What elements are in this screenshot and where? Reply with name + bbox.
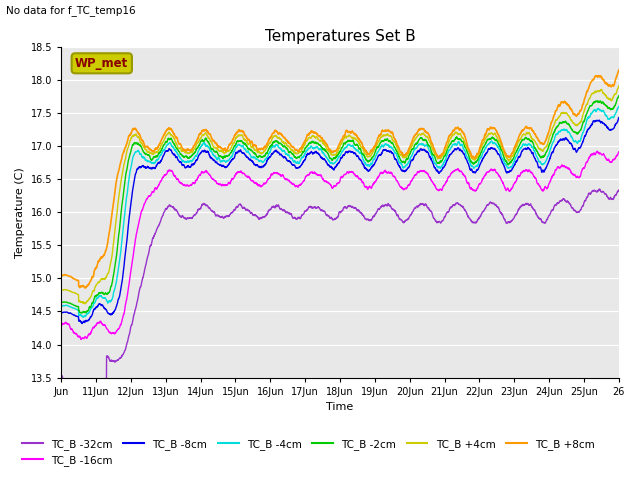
- Text: WP_met: WP_met: [75, 57, 129, 70]
- Title: Temperatures Set B: Temperatures Set B: [264, 29, 415, 44]
- Legend: TC_B -32cm, TC_B -16cm, TC_B -8cm, TC_B -4cm, TC_B -2cm, TC_B +4cm, TC_B +8cm: TC_B -32cm, TC_B -16cm, TC_B -8cm, TC_B …: [18, 434, 599, 470]
- Text: No data for f_TC_temp16: No data for f_TC_temp16: [6, 5, 136, 16]
- Y-axis label: Temperature (C): Temperature (C): [15, 167, 25, 258]
- X-axis label: Time: Time: [326, 402, 354, 412]
